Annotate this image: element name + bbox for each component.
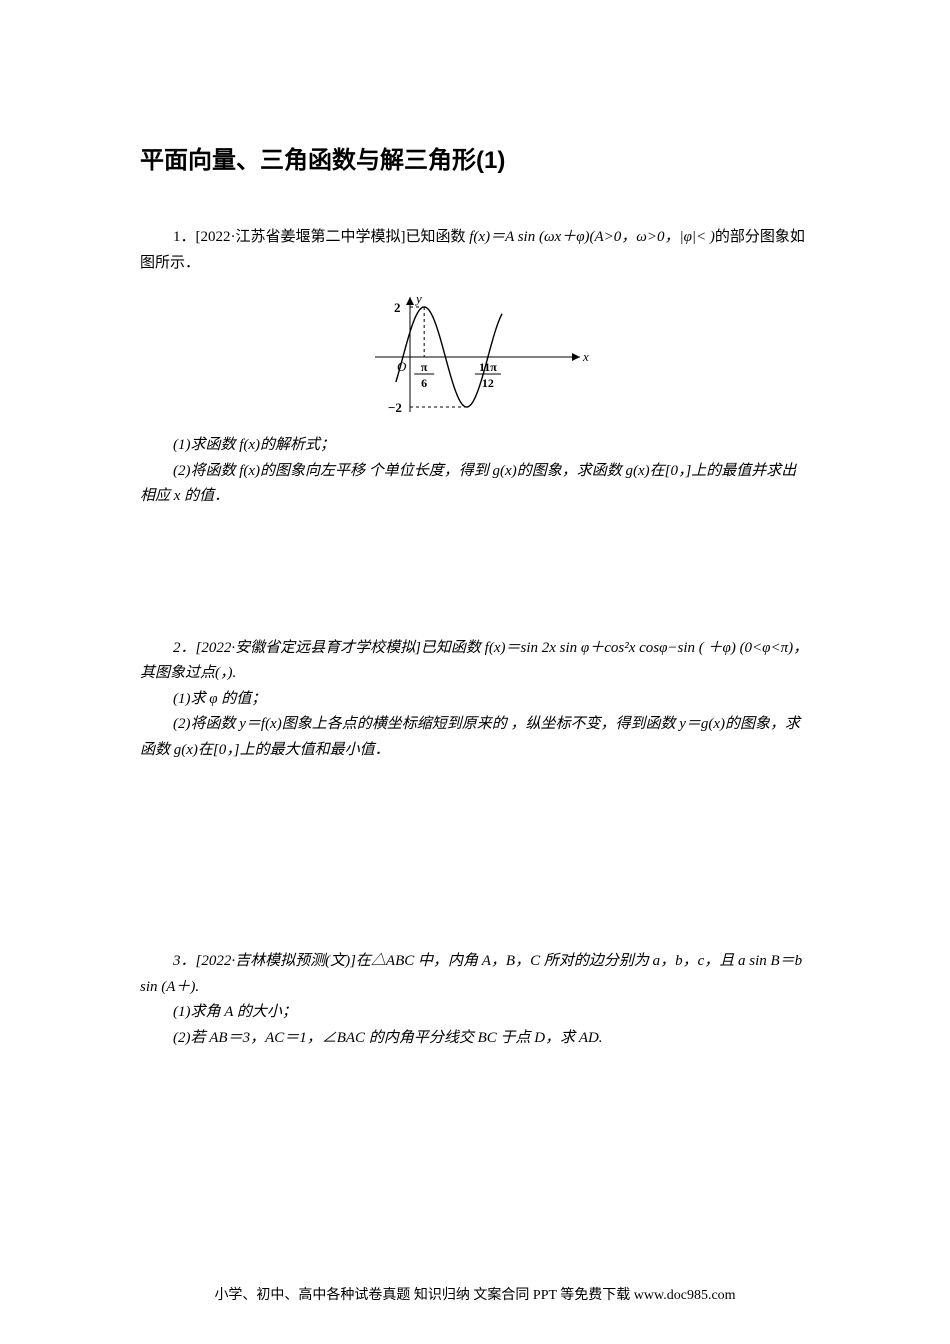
problem-1: 1．[2022·江苏省姜堰第二中学模拟]已知函数 f(x)＝A sin (ωx＋… [140,225,810,276]
p3-head: 3．[2022·吉林模拟预测(文)]在△ABC 中，内角 A，B，C 所对的边分… [140,953,802,995]
figure-1: yxO2−2π611π12 [140,292,810,427]
p1-head: 1．[2022·江苏省姜堰第二中学模拟]已知函数 [173,229,469,245]
svg-text:y: y [414,292,422,306]
svg-text:π: π [421,360,428,374]
p2-sub1: (1)求 φ 的值； [173,691,266,707]
svg-text:11π: 11π [479,360,497,374]
p1-sub2: (2)将函数 f(x)的图象向左平移 个单位长度，得到 g(x)的图象，求函数 … [140,463,796,505]
problem-3: 3．[2022·吉林模拟预测(文)]在△ABC 中，内角 A，B，C 所对的边分… [140,949,810,1051]
p2-head: 2．[2022·安徽省定远县育才学校模拟]已知函数 f(x)＝sin 2x si… [140,640,808,682]
p3-sub1: (1)求角 A 的大小； [173,1004,297,1020]
p3-sub2: (2)若 AB＝3，AC＝1，∠BAC 的内角平分线交 BC 于点 D，求 AD… [173,1030,603,1046]
svg-text:x: x [582,349,589,364]
p1-sub1: (1)求函数 f(x)的解析式； [173,437,335,453]
p1-expr: f(x)＝A sin (ωx＋φ)(A>0，ω>0，|φ|< ) [469,229,715,245]
svg-text:6: 6 [421,376,427,390]
svg-text:2: 2 [394,300,401,315]
p2-sub2: (2)将函数 y＝f(x)图象上各点的横坐标缩短到原来的 ，纵坐标不变，得到函数… [140,716,800,758]
problem-2: 2．[2022·安徽省定远县育才学校模拟]已知函数 f(x)＝sin 2x si… [140,636,810,764]
problem-1-subparts: (1)求函数 f(x)的解析式； (2)将函数 f(x)的图象向左平移 个单位长… [140,433,810,510]
page-title: 平面向量、三角函数与解三角形(1) [140,140,810,175]
svg-text:12: 12 [482,376,494,390]
svg-text:−2: −2 [388,400,402,415]
page-footer: 小学、初中、高中各种试卷真题 知识归纳 文案合同 PPT 等免费下载 www.d… [0,1284,950,1304]
